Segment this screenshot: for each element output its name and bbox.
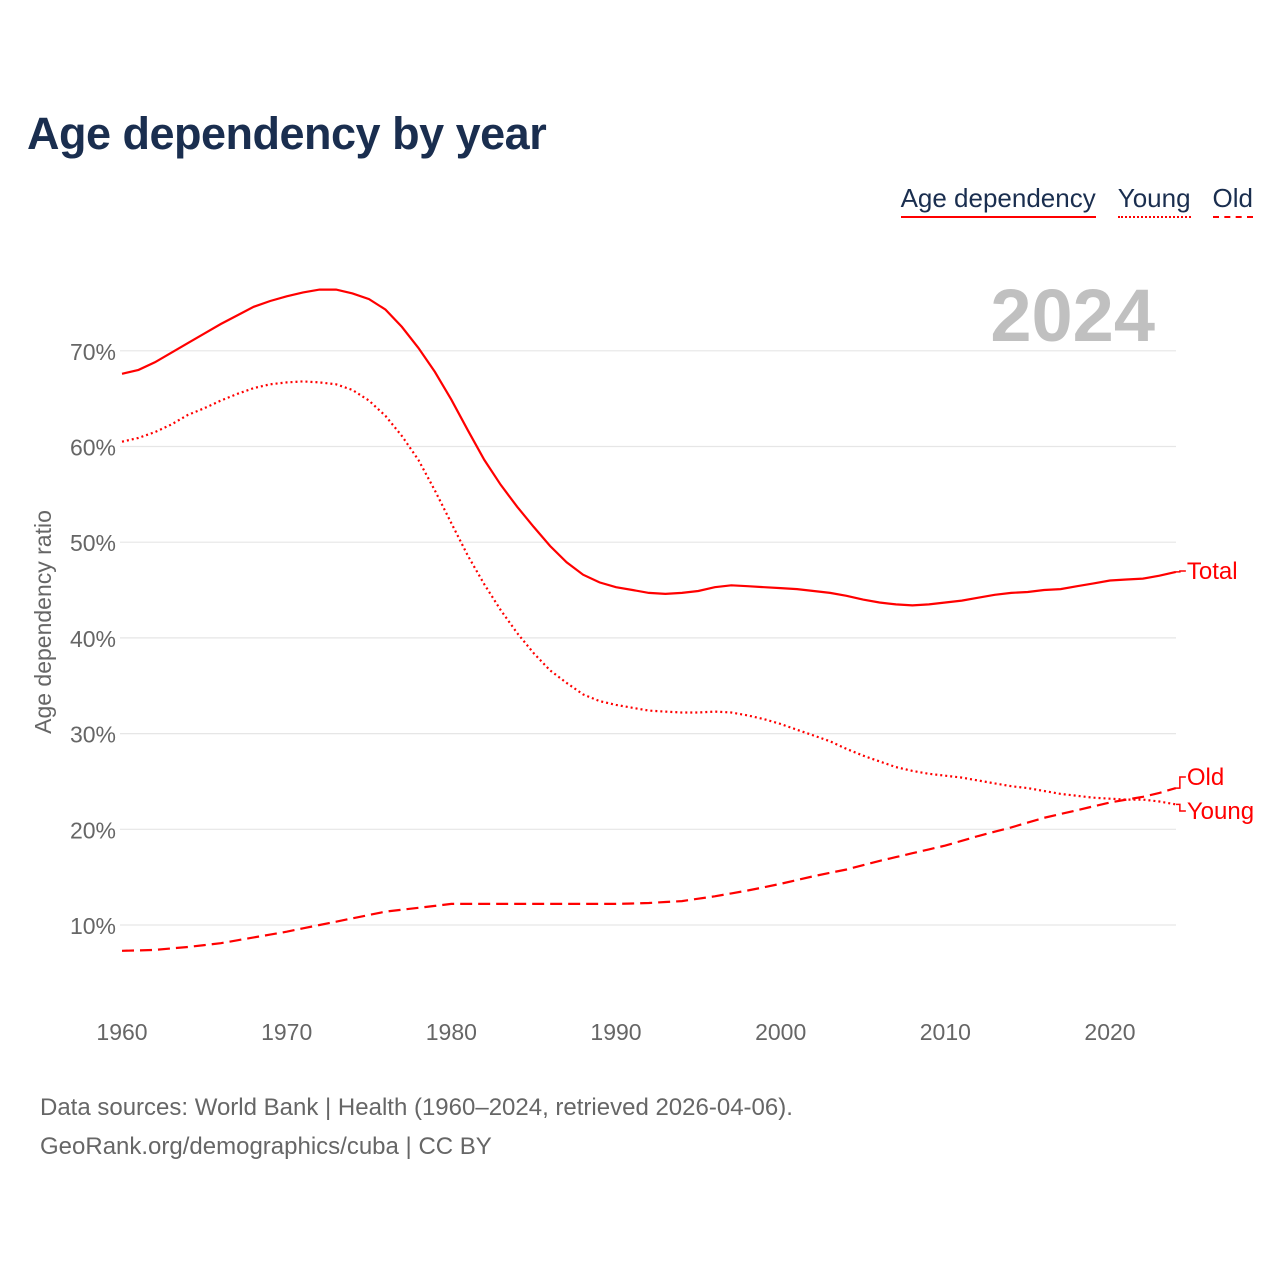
source-note: Data sources: World Bank | Health (1960–…	[40, 1088, 793, 1166]
x-tick-label: 1980	[426, 1019, 477, 1045]
y-tick-label: 30%	[70, 722, 116, 748]
x-tick-label: 1990	[590, 1019, 641, 1045]
x-tick-label: 2000	[755, 1019, 806, 1045]
series-label-leader	[1175, 776, 1186, 789]
y-tick-label: 70%	[70, 339, 116, 365]
series-end-label: Total	[1187, 558, 1238, 585]
y-tick-label: 40%	[70, 626, 116, 652]
x-tick-label: 1960	[96, 1019, 147, 1045]
legend-age-dependency[interactable]: Age dependency	[900, 183, 1096, 218]
series-line-old	[121, 787, 1177, 952]
y-tick-label: 50%	[70, 530, 116, 556]
series-line-young	[121, 380, 1177, 806]
x-tick-label: 2010	[920, 1019, 971, 1045]
series-end-label: Young	[1187, 798, 1254, 825]
y-tick-label: 10%	[70, 913, 116, 939]
x-tick-label: 1970	[261, 1019, 312, 1045]
year-label: 2024	[990, 274, 1155, 357]
chart-title: Age dependency by year	[27, 108, 547, 159]
y-tick-label: 60%	[70, 435, 116, 461]
series-label-leader	[1175, 570, 1186, 573]
series-line-total	[121, 288, 1177, 607]
legend: Age dependency Young Old	[900, 183, 1253, 218]
y-tick-label: 20%	[70, 817, 116, 843]
x-tick-label: 2020	[1084, 1019, 1135, 1045]
source-line: Data sources: World Bank | Health (1960–…	[40, 1094, 793, 1121]
series-label-leader	[1175, 803, 1186, 812]
legend-young[interactable]: Young	[1117, 183, 1191, 218]
source-link[interactable]: GeoRank.org/demographics/cuba | CC BY	[40, 1133, 492, 1160]
legend-old[interactable]: Old	[1212, 183, 1253, 218]
y-axis-label: Age dependency ratio	[30, 510, 56, 734]
series-end-label: Old	[1187, 764, 1224, 791]
